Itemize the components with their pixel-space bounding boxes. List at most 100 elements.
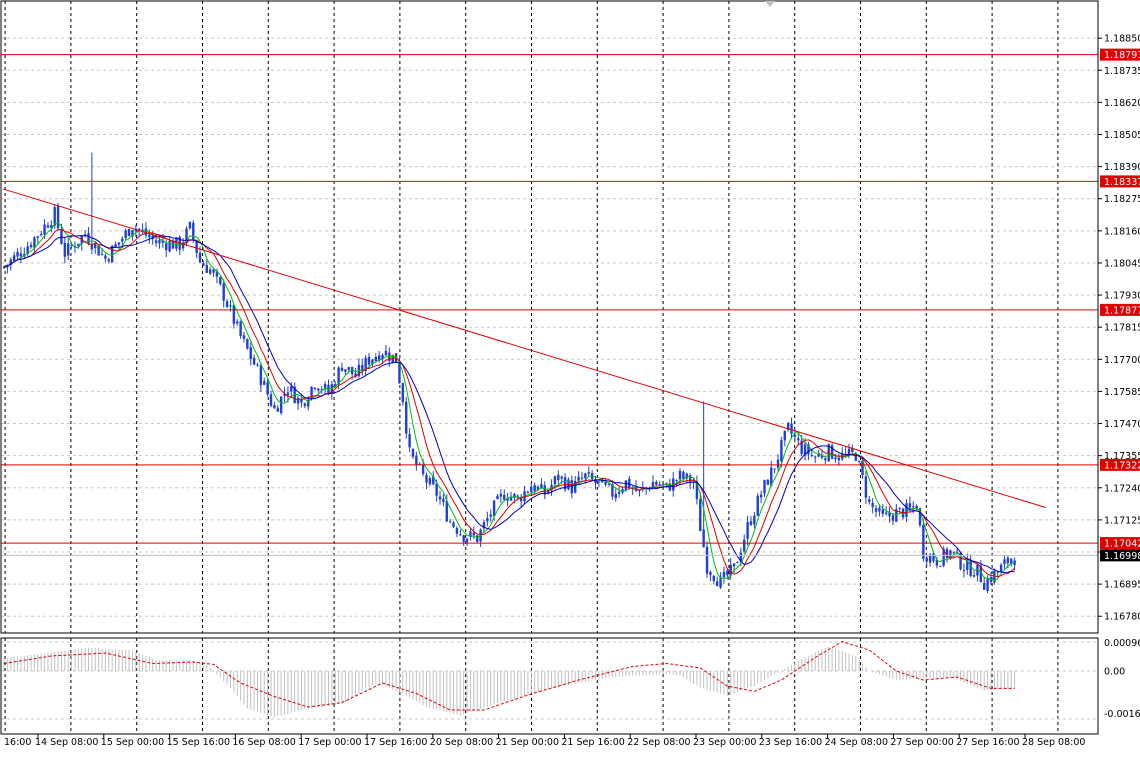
candle-body [29, 244, 33, 248]
candle-body [830, 445, 834, 459]
candle-body [983, 582, 986, 590]
candle-body [1010, 558, 1013, 564]
candle-body [922, 524, 925, 559]
candle-body [104, 255, 107, 259]
oscillator-pane [3, 641, 1016, 718]
candle-body [208, 269, 212, 274]
candle-body [726, 570, 729, 576]
candle-body [499, 493, 503, 497]
candle-body [50, 225, 53, 228]
candle-body [185, 228, 188, 244]
candle-body [746, 522, 749, 539]
candle-body [851, 447, 854, 452]
candle-body [445, 501, 448, 522]
candle-body [715, 581, 719, 587]
candle-body [56, 205, 60, 229]
candle-body [12, 255, 16, 261]
candle-body [317, 388, 320, 391]
candle-body [39, 234, 43, 236]
price-tick-label: 1.18850 [1104, 34, 1140, 45]
candle-body [665, 482, 668, 484]
price-tick-label: 1.18045 [1104, 258, 1140, 269]
candle-body [283, 393, 286, 397]
candle-body [2, 266, 6, 268]
candle-body [110, 245, 114, 263]
candle-body [969, 559, 972, 577]
candle-body [489, 514, 492, 517]
candle-body [722, 571, 726, 578]
candle-body [16, 251, 19, 257]
level-price-label: 1.18791 [1104, 50, 1140, 61]
candle-body [469, 531, 472, 538]
candle-body [546, 490, 550, 494]
price-tick-label: 1.17815 [1104, 323, 1140, 334]
candle-body [19, 253, 23, 257]
candle-body [398, 362, 401, 384]
candle-body [472, 532, 476, 536]
candle-body [165, 243, 168, 251]
candle-body [996, 571, 999, 573]
candle-body [814, 456, 817, 458]
candle-body [607, 483, 611, 485]
candle-body [90, 244, 94, 250]
main-pane-frame [0, 0, 1099, 634]
candle-body [624, 480, 628, 491]
candle-body [503, 494, 506, 500]
candle-body [181, 242, 185, 249]
candle-body [354, 373, 357, 378]
time-tick-label: 14 Sep 08:00 [35, 737, 98, 748]
candle-body [695, 481, 699, 500]
candle-body [313, 387, 317, 389]
candle-body [597, 481, 601, 483]
oscillator-tick-label: -0.00160 [1104, 709, 1140, 720]
candle-body [763, 480, 766, 494]
candle-body [438, 496, 442, 500]
candle-body [1003, 559, 1006, 565]
time-tick-label: 16:00 [4, 737, 31, 748]
candle-body [256, 364, 259, 366]
candle-body [506, 498, 509, 501]
time-tick-label: 20 Sep 08:00 [430, 737, 493, 748]
candle-body [770, 467, 773, 486]
price-tick-label: 1.18735 [1104, 66, 1140, 77]
candle-body [97, 245, 100, 256]
candle-body [797, 438, 800, 441]
time-tick-label: 15 Sep 16:00 [167, 737, 230, 748]
candle-body [263, 381, 266, 385]
candle-body [699, 499, 702, 532]
candle-body [516, 495, 519, 497]
candle-body [702, 529, 705, 548]
candle-body [972, 575, 976, 577]
level-price-label: 1.17877 [1104, 305, 1140, 316]
candle-body [239, 321, 242, 337]
candle-body [776, 459, 780, 468]
candle-body [692, 482, 695, 484]
price-tick-label: 1.16780 [1104, 612, 1140, 623]
candle-body [442, 498, 445, 503]
chart-shift-marker-icon[interactable] [765, 1, 775, 7]
candle-body [269, 394, 273, 406]
candle-body [421, 464, 425, 474]
candle-body [773, 468, 776, 470]
candle-body [986, 578, 989, 592]
candle-body [391, 354, 394, 363]
candle-body [749, 521, 753, 525]
candle-body [928, 554, 932, 563]
candle-body [401, 383, 405, 403]
candle-body [888, 512, 891, 517]
candle-body [124, 230, 127, 239]
time-tick-label: 15 Sep 00:00 [101, 737, 164, 748]
candle-body [361, 365, 364, 371]
candle-body [580, 477, 584, 479]
candle-body [279, 396, 283, 414]
moving-average-line [3, 234, 1015, 574]
moving-average-line [3, 228, 1015, 578]
candle-body [117, 242, 121, 245]
current-price-badge [1100, 549, 1140, 562]
candle-body [100, 254, 104, 256]
price-tick-label: 1.16895 [1104, 580, 1140, 591]
candle-body [168, 241, 171, 252]
candle-body [743, 539, 746, 552]
level-price-badge [1100, 458, 1140, 471]
